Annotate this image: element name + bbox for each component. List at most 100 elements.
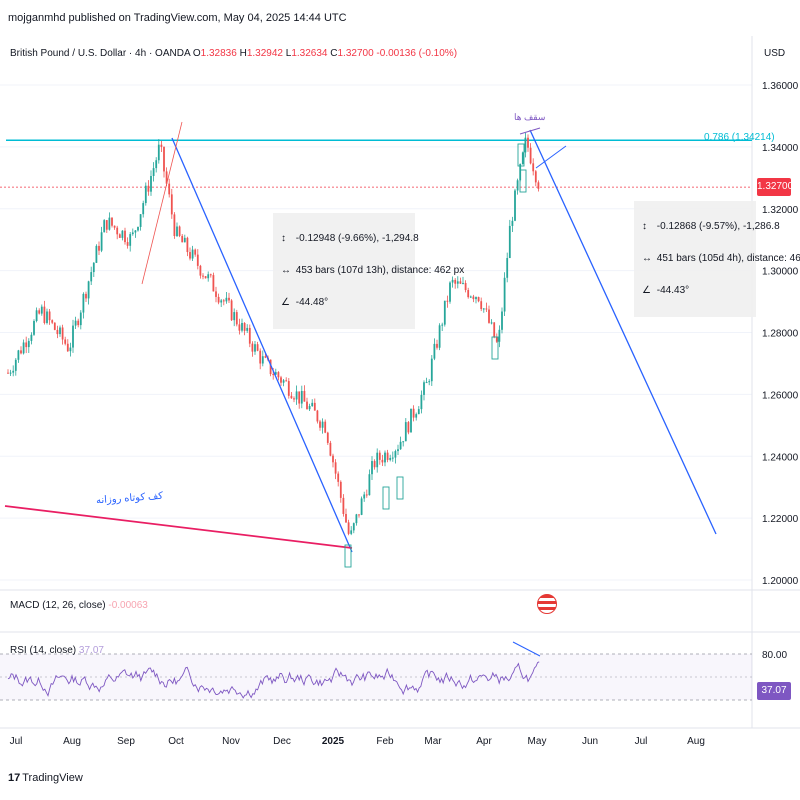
candle-body (17, 350, 20, 360)
candle-body (508, 225, 511, 259)
us-flag-icon[interactable] (537, 594, 557, 614)
rsi-line (7, 661, 540, 699)
candle-body (111, 217, 113, 226)
time-tick-label: Oct (168, 736, 184, 747)
time-tick-label: Aug (63, 736, 81, 747)
candle-body (254, 344, 256, 352)
candle-body (493, 322, 496, 338)
candle-body (79, 312, 82, 326)
candle-body (503, 277, 506, 312)
trendline-right (529, 129, 717, 535)
measure-right-bars: 451 bars (105d 4h), distance: 460 (656, 253, 800, 264)
published-header: mojganmhd published on TradingView.com, … (8, 12, 347, 24)
candle-body (506, 258, 509, 278)
candle-body (441, 324, 444, 326)
macd-value: -0.00063 (108, 600, 148, 611)
candle-body (246, 327, 249, 331)
rsi-value: 37.07 (78, 645, 104, 656)
macd-legend[interactable]: MACD (12, 26, close) -0.00063 (10, 600, 148, 611)
candle-body (202, 275, 204, 277)
candle-body (230, 300, 233, 321)
ohlc-close: 1.32700 (337, 48, 374, 59)
symbol-title: British Pound / U.S. Dollar · 4h · OANDA (10, 48, 191, 59)
candle-body (469, 296, 472, 298)
candle-body (402, 441, 405, 443)
candle-body (61, 327, 64, 340)
candle-body (433, 343, 436, 359)
candle-body (233, 312, 236, 321)
price-tick-label: 1.28000 (762, 329, 799, 340)
candle-body (521, 152, 524, 165)
time-tick-label: Sep (117, 736, 135, 747)
candle-body (399, 441, 402, 450)
candle-body (147, 185, 150, 192)
candle-body (163, 146, 165, 172)
candle-body (277, 372, 280, 378)
candle-body (329, 442, 332, 456)
price-panel[interactable] (0, 36, 800, 614)
candle-body (134, 230, 137, 233)
price-tick-label: 1.32000 (762, 205, 799, 216)
candle-body (342, 497, 345, 514)
short-trend-line (535, 145, 567, 169)
candle-body (129, 234, 132, 246)
time-tick-label: Jul (635, 736, 648, 747)
candle-body (139, 214, 142, 227)
tradingview-footer[interactable]: 17 TradingView (8, 772, 83, 784)
time-tick-label: Apr (476, 736, 492, 747)
candle-body (259, 350, 262, 364)
candle-body (40, 306, 43, 314)
rsi-level-label: 80.00 (762, 650, 787, 661)
candle-body (225, 297, 228, 302)
candle-body (459, 281, 462, 284)
candle-body (420, 394, 423, 410)
candle-body (43, 306, 46, 323)
tradingview-brand: TradingView (22, 772, 83, 784)
marker-box (519, 169, 527, 193)
symbol-legend[interactable]: British Pound / U.S. Dollar · 4h · OANDA… (10, 48, 457, 59)
candle-body (181, 235, 184, 243)
marker-box (382, 486, 390, 510)
candle-body (290, 395, 293, 399)
candle-body (155, 160, 158, 169)
price-tick-label: 1.20000 (762, 576, 799, 587)
rsi-legend[interactable]: RSI (14, close) 37.07 (10, 645, 104, 656)
candle-body (20, 350, 22, 354)
candle-body (529, 147, 532, 164)
candle-body (178, 226, 181, 236)
candle-body (48, 311, 51, 321)
candle-body (475, 297, 477, 300)
candle-body (33, 320, 35, 335)
ohlc-change: -0.00136 (-0.10%) (376, 48, 458, 59)
candle-body (363, 494, 366, 499)
angle-icon: ∠ (642, 285, 651, 296)
price-tick-label: 1.30000 (762, 267, 799, 278)
candle-body (199, 265, 202, 276)
candle-body (243, 322, 246, 331)
ohlc-open-label: O (192, 48, 201, 59)
candle-body (209, 274, 212, 276)
candle-body (212, 275, 215, 292)
candle-body (72, 325, 74, 348)
marker-box (396, 476, 404, 500)
candle-body (69, 347, 72, 352)
ohlc-high: 1.32942 (246, 48, 283, 59)
candle-body (124, 230, 126, 243)
candle-body (207, 274, 210, 279)
candle-body (186, 237, 189, 253)
candle-body (27, 340, 30, 348)
candle-body (407, 422, 410, 433)
candle-body (350, 530, 353, 534)
measure-box-left[interactable]: ↕ -0.12948 (-9.66%), -1,294.8 ↔ 453 bars… (273, 213, 464, 329)
currency-label[interactable]: USD (764, 48, 786, 59)
candle-body (394, 451, 397, 458)
candle-body (38, 310, 41, 314)
candle-body (137, 226, 139, 231)
price-range-icon: ↕ (642, 221, 647, 232)
measure-box-right[interactable]: ↕ -0.12868 (-9.57%), -1,286.8 ↔ 451 bars… (634, 201, 800, 317)
candle-body (308, 406, 311, 410)
time-tick-label: Jul (10, 736, 23, 747)
time-tick-label: Nov (222, 736, 240, 747)
tops-annotation[interactable]: سقف ها (514, 112, 546, 122)
